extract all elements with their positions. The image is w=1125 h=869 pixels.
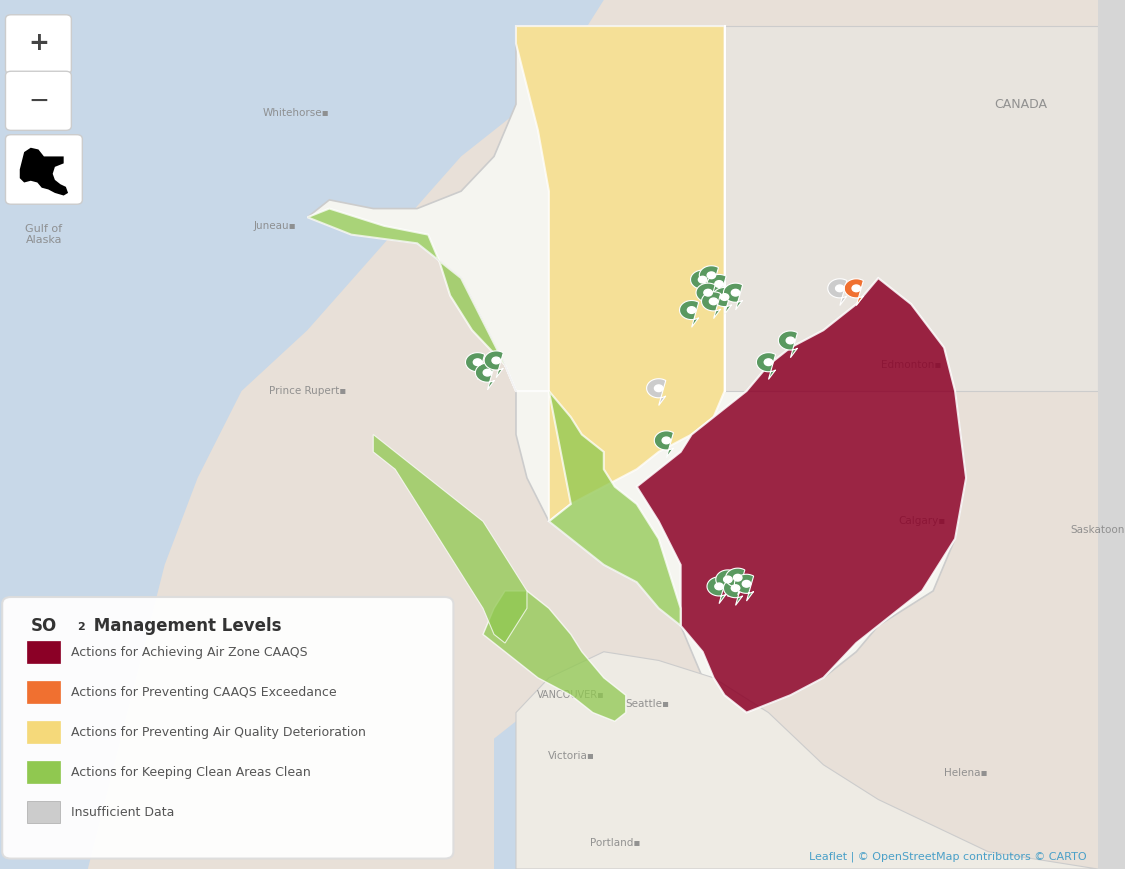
Polygon shape bbox=[828, 279, 847, 306]
Circle shape bbox=[731, 585, 740, 592]
Circle shape bbox=[699, 276, 706, 283]
Text: +: + bbox=[28, 31, 48, 56]
Circle shape bbox=[836, 285, 844, 292]
FancyBboxPatch shape bbox=[6, 135, 82, 204]
FancyBboxPatch shape bbox=[6, 15, 71, 74]
Polygon shape bbox=[756, 353, 775, 380]
Circle shape bbox=[708, 272, 716, 279]
Polygon shape bbox=[466, 353, 485, 380]
Polygon shape bbox=[706, 275, 726, 302]
FancyBboxPatch shape bbox=[27, 721, 61, 743]
Text: Edmonton▪: Edmonton▪ bbox=[881, 360, 942, 370]
FancyBboxPatch shape bbox=[27, 681, 61, 703]
Circle shape bbox=[852, 285, 861, 292]
Circle shape bbox=[720, 294, 729, 301]
Polygon shape bbox=[712, 288, 731, 315]
Polygon shape bbox=[716, 570, 735, 597]
Polygon shape bbox=[726, 568, 745, 595]
Circle shape bbox=[714, 583, 723, 590]
Text: Whitehorse▪: Whitehorse▪ bbox=[263, 108, 330, 118]
FancyBboxPatch shape bbox=[27, 801, 61, 823]
Text: Leaflet | © OpenStreetMap contributors © CARTO: Leaflet | © OpenStreetMap contributors ©… bbox=[809, 852, 1087, 862]
Text: Calgary▪: Calgary▪ bbox=[899, 516, 946, 527]
Polygon shape bbox=[724, 26, 1098, 391]
Polygon shape bbox=[680, 301, 699, 328]
Circle shape bbox=[474, 359, 482, 366]
Polygon shape bbox=[516, 26, 724, 521]
Polygon shape bbox=[0, 0, 604, 869]
Text: Juneau▪: Juneau▪ bbox=[253, 221, 296, 231]
Text: Management Levels: Management Levels bbox=[88, 617, 281, 634]
Text: Actions for Achieving Air Zone CAAQS: Actions for Achieving Air Zone CAAQS bbox=[71, 647, 308, 659]
Text: VANCOUVER▪: VANCOUVER▪ bbox=[537, 690, 605, 700]
Polygon shape bbox=[696, 283, 716, 310]
Polygon shape bbox=[516, 652, 1098, 869]
Polygon shape bbox=[723, 579, 742, 606]
Polygon shape bbox=[647, 379, 666, 406]
Circle shape bbox=[764, 359, 773, 366]
Circle shape bbox=[492, 357, 501, 364]
Text: SO: SO bbox=[30, 617, 57, 634]
Circle shape bbox=[714, 281, 723, 288]
Text: −: − bbox=[28, 89, 48, 113]
Polygon shape bbox=[844, 279, 863, 306]
Text: 2: 2 bbox=[76, 622, 84, 633]
Text: Actions for Keeping Clean Areas Clean: Actions for Keeping Clean Areas Clean bbox=[71, 766, 312, 779]
Text: Saskatoon: Saskatoon bbox=[1071, 525, 1125, 535]
Polygon shape bbox=[307, 26, 966, 713]
Text: Prince Rupert▪: Prince Rupert▪ bbox=[269, 386, 346, 396]
Text: Gulf of
Alaska: Gulf of Alaska bbox=[26, 224, 63, 245]
Circle shape bbox=[655, 385, 663, 392]
Polygon shape bbox=[374, 434, 526, 643]
Polygon shape bbox=[483, 591, 626, 721]
FancyBboxPatch shape bbox=[27, 761, 61, 783]
Text: Helena▪: Helena▪ bbox=[944, 768, 988, 779]
Polygon shape bbox=[484, 351, 503, 378]
FancyBboxPatch shape bbox=[6, 71, 71, 130]
Text: Victoria▪: Victoria▪ bbox=[548, 751, 594, 761]
FancyBboxPatch shape bbox=[27, 641, 61, 663]
Circle shape bbox=[704, 289, 712, 296]
Polygon shape bbox=[476, 363, 495, 390]
Polygon shape bbox=[706, 577, 726, 604]
Polygon shape bbox=[494, 652, 824, 869]
Circle shape bbox=[710, 298, 718, 305]
Polygon shape bbox=[637, 278, 966, 713]
Polygon shape bbox=[691, 270, 710, 297]
Circle shape bbox=[731, 289, 740, 296]
Polygon shape bbox=[723, 283, 742, 310]
Text: CANADA: CANADA bbox=[994, 98, 1047, 110]
Polygon shape bbox=[735, 574, 754, 601]
Circle shape bbox=[484, 369, 492, 376]
Text: Portland▪: Portland▪ bbox=[590, 838, 640, 848]
Circle shape bbox=[786, 337, 794, 344]
Text: Seattle▪: Seattle▪ bbox=[626, 699, 669, 709]
Circle shape bbox=[663, 437, 670, 444]
Text: Actions for Preventing CAAQS Exceedance: Actions for Preventing CAAQS Exceedance bbox=[71, 687, 338, 699]
Polygon shape bbox=[702, 292, 721, 319]
Circle shape bbox=[734, 574, 742, 581]
Text: Insufficient Data: Insufficient Data bbox=[71, 806, 174, 819]
Circle shape bbox=[723, 576, 732, 583]
Polygon shape bbox=[778, 331, 798, 358]
Circle shape bbox=[742, 580, 750, 587]
Polygon shape bbox=[307, 209, 681, 626]
Circle shape bbox=[687, 307, 696, 314]
Polygon shape bbox=[655, 431, 674, 458]
Polygon shape bbox=[700, 266, 719, 293]
Polygon shape bbox=[20, 148, 69, 196]
Text: Actions for Preventing Air Quality Deterioration: Actions for Preventing Air Quality Deter… bbox=[71, 726, 367, 739]
FancyBboxPatch shape bbox=[2, 597, 453, 859]
